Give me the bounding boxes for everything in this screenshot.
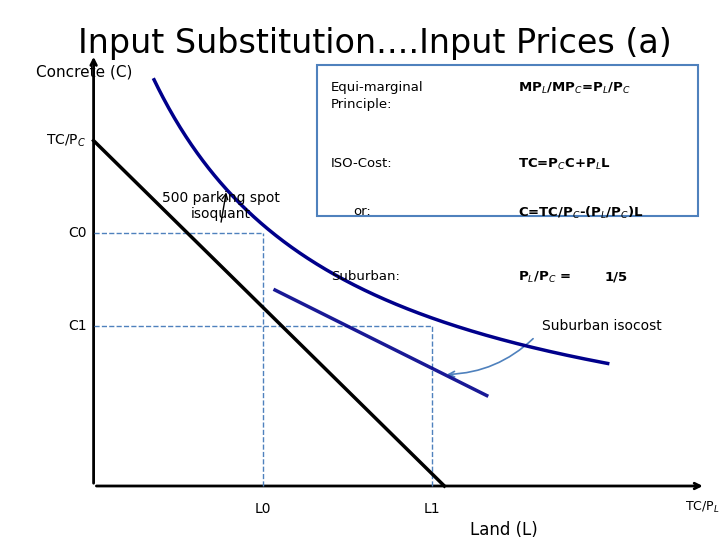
- FancyBboxPatch shape: [317, 65, 698, 216]
- Text: P$_L$/P$_C$ =: P$_L$/P$_C$ =: [518, 270, 573, 285]
- Text: C=TC/P$_C$-(P$_L$/P$_C$)L: C=TC/P$_C$-(P$_L$/P$_C$)L: [518, 205, 644, 221]
- Text: 500 parking spot
isoquant: 500 parking spot isoquant: [162, 191, 279, 221]
- Text: Input Substitution....Input Prices (a): Input Substitution....Input Prices (a): [78, 27, 671, 60]
- Text: Equi-marginal
Principle:: Equi-marginal Principle:: [331, 81, 424, 111]
- Text: Concrete (C): Concrete (C): [36, 65, 132, 80]
- Text: Suburban:: Suburban:: [331, 270, 400, 283]
- Text: C1: C1: [68, 319, 86, 333]
- Text: TC=P$_C$C+P$_L$L: TC=P$_C$C+P$_L$L: [518, 157, 611, 172]
- Text: L0: L0: [255, 502, 271, 516]
- Text: TC/P$_C$: TC/P$_C$: [46, 132, 86, 149]
- Text: TC/P$_L$: TC/P$_L$: [685, 500, 719, 515]
- Text: Suburban isocost: Suburban isocost: [542, 319, 662, 333]
- Text: ISO-Cost:: ISO-Cost:: [331, 157, 393, 170]
- Text: Land (L): Land (L): [470, 521, 538, 539]
- Text: C0: C0: [68, 226, 86, 240]
- Text: MP$_L$/MP$_C$=P$_L$/P$_C$: MP$_L$/MP$_C$=P$_L$/P$_C$: [518, 81, 631, 96]
- Text: 1/5: 1/5: [605, 270, 628, 283]
- Text: L1: L1: [424, 502, 441, 516]
- Text: or:: or:: [353, 205, 371, 218]
